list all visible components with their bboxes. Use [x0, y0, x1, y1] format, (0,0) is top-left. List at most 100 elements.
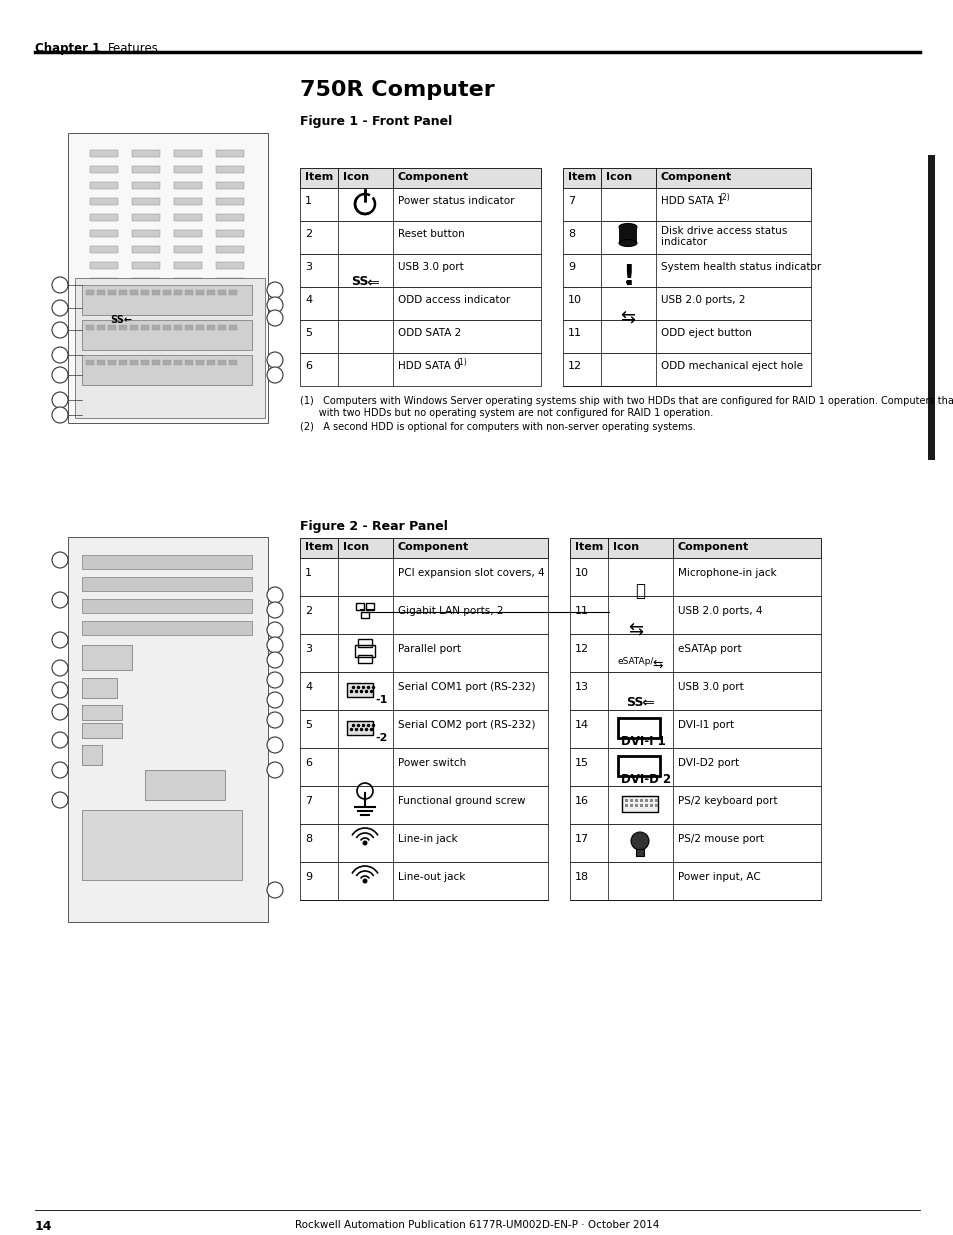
Bar: [185, 325, 193, 330]
Bar: [195, 359, 204, 366]
Bar: [119, 359, 127, 366]
Bar: [569, 597, 821, 634]
Text: Microphone-in jack: Microphone-in jack: [678, 568, 776, 578]
Bar: [569, 748, 821, 785]
Bar: [132, 198, 160, 205]
Text: 9: 9: [273, 304, 277, 312]
Bar: [68, 537, 268, 923]
Text: 15: 15: [270, 719, 280, 727]
Text: Parallel port: Parallel port: [397, 643, 460, 655]
Bar: [215, 149, 244, 157]
Bar: [355, 603, 364, 610]
Bar: [363, 191, 367, 198]
Text: 4: 4: [305, 682, 312, 692]
Text: 5: 5: [305, 329, 312, 338]
Circle shape: [362, 841, 367, 846]
Text: USB 3.0 port: USB 3.0 port: [397, 262, 463, 272]
Bar: [75, 278, 265, 417]
Text: 7: 7: [567, 196, 575, 206]
Bar: [173, 290, 182, 295]
Text: USB 2.0 ports, 2: USB 2.0 ports, 2: [660, 295, 744, 305]
Bar: [82, 705, 122, 720]
Bar: [185, 359, 193, 366]
Text: PS/2 mouse port: PS/2 mouse port: [678, 834, 763, 844]
Bar: [299, 558, 547, 597]
Bar: [132, 165, 160, 173]
Bar: [86, 325, 94, 330]
Circle shape: [52, 322, 68, 338]
Text: 2: 2: [305, 606, 312, 616]
Circle shape: [52, 408, 68, 424]
Bar: [624, 799, 627, 802]
Bar: [299, 221, 540, 254]
Circle shape: [52, 682, 68, 698]
Text: Figure 1 - Front Panel: Figure 1 - Front Panel: [299, 115, 452, 128]
Circle shape: [52, 659, 68, 676]
Text: Line-in jack: Line-in jack: [397, 834, 457, 844]
Bar: [215, 230, 244, 237]
Text: 16: 16: [575, 797, 588, 806]
Circle shape: [52, 792, 68, 808]
Text: 12: 12: [567, 361, 581, 370]
Bar: [173, 198, 202, 205]
Text: Component: Component: [678, 542, 748, 552]
Bar: [215, 294, 244, 301]
Text: 12: 12: [270, 374, 280, 383]
Text: Icon: Icon: [343, 172, 369, 182]
Circle shape: [267, 692, 283, 708]
Circle shape: [267, 601, 283, 618]
Circle shape: [52, 277, 68, 293]
Circle shape: [267, 282, 283, 298]
Text: 7: 7: [57, 414, 63, 424]
Bar: [173, 262, 202, 269]
Text: Component: Component: [660, 172, 732, 182]
Text: DVI-D 2: DVI-D 2: [620, 773, 670, 785]
Text: 11: 11: [575, 606, 588, 616]
Bar: [636, 848, 643, 856]
Circle shape: [52, 704, 68, 720]
Text: Icon: Icon: [605, 172, 632, 182]
Bar: [132, 278, 160, 285]
Text: 17: 17: [575, 834, 589, 844]
Circle shape: [52, 762, 68, 778]
Bar: [173, 182, 202, 189]
Text: 4: 4: [57, 354, 63, 363]
Bar: [90, 198, 118, 205]
Bar: [90, 294, 118, 301]
Circle shape: [267, 310, 283, 326]
Bar: [108, 290, 116, 295]
Text: Component: Component: [397, 172, 469, 182]
Bar: [173, 149, 202, 157]
Bar: [655, 799, 658, 802]
Text: 5: 5: [57, 374, 63, 383]
Text: Item: Item: [567, 172, 596, 182]
Bar: [207, 359, 214, 366]
Circle shape: [625, 280, 629, 284]
Bar: [132, 182, 160, 189]
Bar: [132, 294, 160, 301]
Circle shape: [52, 592, 68, 608]
Text: System health status indicator: System health status indicator: [660, 262, 821, 272]
Bar: [90, 278, 118, 285]
Bar: [195, 290, 204, 295]
Text: 2: 2: [57, 599, 63, 608]
Bar: [90, 149, 118, 157]
Text: 15: 15: [575, 758, 588, 768]
Bar: [347, 683, 373, 697]
Bar: [299, 862, 547, 900]
Bar: [108, 325, 116, 330]
Ellipse shape: [618, 240, 637, 247]
Text: ⇆: ⇆: [651, 658, 661, 671]
Text: ⇐: ⇐: [366, 275, 378, 290]
Text: 7: 7: [57, 739, 63, 748]
Circle shape: [267, 713, 283, 727]
Text: ⤅: ⤅: [635, 582, 644, 600]
Bar: [86, 290, 94, 295]
Text: -2: -2: [375, 734, 387, 743]
Text: 4: 4: [57, 667, 63, 676]
Bar: [639, 804, 642, 806]
Circle shape: [267, 622, 283, 638]
Bar: [562, 254, 810, 287]
Text: indicator: indicator: [660, 237, 706, 247]
Bar: [569, 785, 821, 824]
